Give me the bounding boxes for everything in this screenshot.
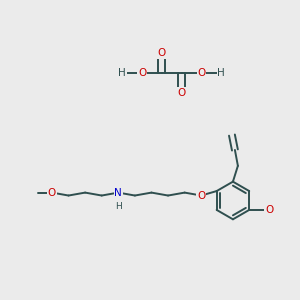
Text: H: H — [118, 68, 126, 78]
Text: H: H — [115, 202, 122, 211]
Text: O: O — [158, 48, 166, 58]
Text: H: H — [218, 68, 225, 78]
Text: O: O — [197, 68, 206, 78]
Text: O: O — [48, 188, 56, 198]
Text: O: O — [197, 190, 206, 200]
Text: O: O — [265, 205, 273, 215]
Text: N: N — [114, 188, 122, 198]
Text: O: O — [138, 68, 146, 78]
Text: O: O — [178, 88, 186, 98]
